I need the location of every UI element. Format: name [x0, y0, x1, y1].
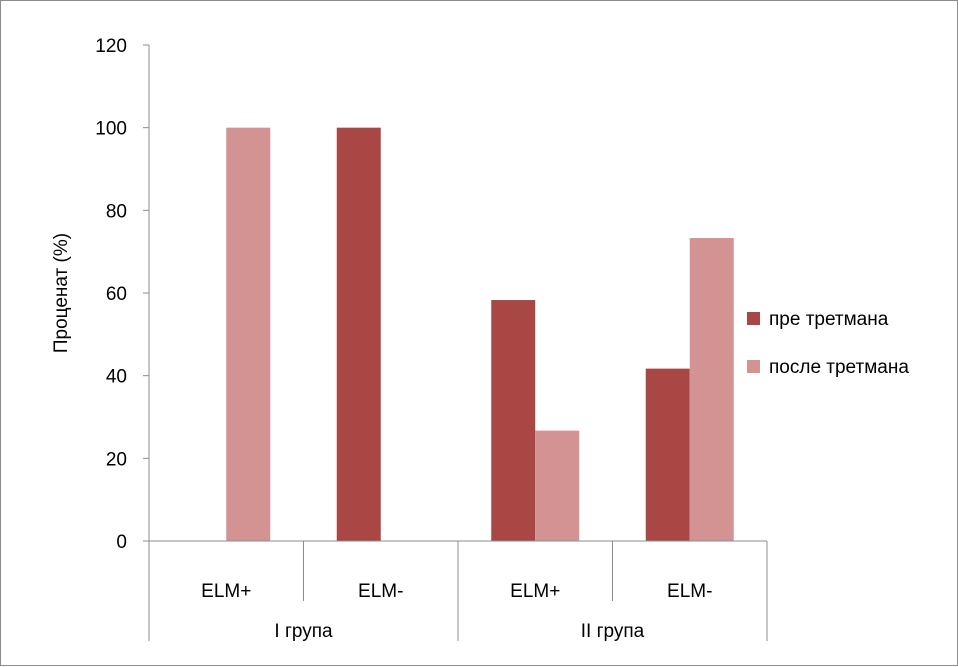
legend-label: пре третмана — [769, 309, 889, 330]
y-tick-label: 60 — [106, 284, 127, 305]
bars — [226, 127, 734, 542]
legend-swatch — [747, 312, 760, 325]
bar — [226, 127, 271, 542]
x-category-label: ELM+ — [510, 581, 560, 602]
y-tick-label: 80 — [106, 201, 127, 222]
y-tick-label: 120 — [95, 36, 127, 57]
bar — [535, 430, 580, 541]
legend-label: после третмана — [769, 357, 909, 378]
legend: пре третмана после третмана — [747, 309, 909, 378]
x-category-label: ELM- — [358, 581, 403, 602]
x-axis: ELM+ ELM- ELM+ ELM- I група II група — [148, 540, 768, 642]
bar — [491, 300, 536, 541]
y-tick-label: 40 — [106, 367, 127, 388]
bar — [645, 368, 690, 541]
y-tick-label: 20 — [106, 449, 127, 470]
bar — [336, 127, 381, 542]
x-group-label: II група — [581, 621, 645, 642]
x-category-label: ELM- — [667, 581, 712, 602]
y-axis-label: Проценат (%) — [51, 233, 72, 353]
x-group-label: I група — [274, 621, 333, 642]
y-axis: 0 20 40 60 80 100 120 — [95, 36, 150, 553]
legend-swatch — [747, 360, 760, 373]
y-tick-label: 100 — [95, 119, 127, 140]
x-category-label: ELM+ — [201, 581, 251, 602]
y-tick-label: 0 — [116, 532, 127, 553]
bar — [689, 238, 734, 541]
